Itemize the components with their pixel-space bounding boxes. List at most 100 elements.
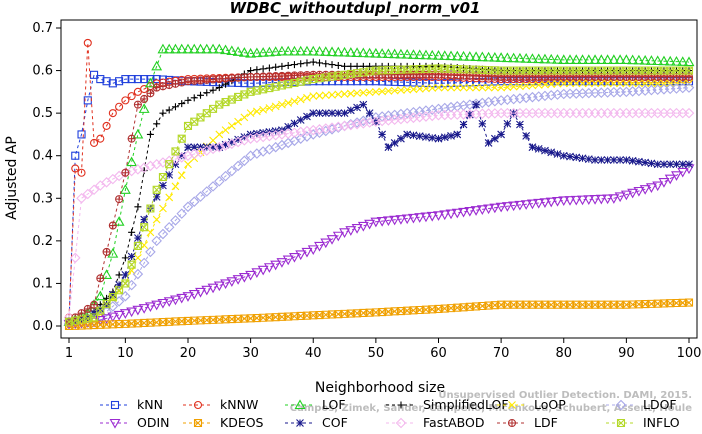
data-point: [263, 263, 275, 273]
data-point: [107, 248, 119, 258]
data-point: [591, 79, 599, 88]
data-point: [357, 221, 369, 232]
data-point: [514, 52, 526, 63]
data-point: [422, 84, 430, 93]
data-point: [660, 160, 668, 169]
data-point: [589, 54, 601, 64]
data-point: [428, 84, 437, 92]
data-point: [83, 304, 92, 314]
x-tick-label: 50: [368, 346, 385, 361]
data-point: [472, 83, 480, 92]
data-point: [157, 228, 169, 240]
data-point: [132, 128, 144, 139]
data-point: [207, 283, 219, 294]
data-point: [170, 43, 181, 54]
y-tick-label: 0.2: [32, 234, 53, 249]
data-point: [364, 219, 376, 230]
data-point: [497, 83, 506, 92]
data-point: [134, 234, 142, 242]
data-point: [163, 43, 175, 54]
data-point: [616, 156, 624, 164]
data-point: [440, 79, 449, 88]
data-point: [257, 265, 269, 276]
data-point: [138, 103, 150, 113]
legend-label: ODIN: [137, 415, 170, 430]
data-point: [334, 61, 342, 69]
data-point: [508, 52, 520, 63]
data-point: [214, 175, 225, 187]
data-point: [370, 47, 382, 58]
data-point: [195, 43, 206, 54]
data-point: [489, 51, 501, 62]
data-point: [278, 100, 286, 109]
data-point: [664, 174, 676, 185]
data-point: [345, 226, 357, 236]
data-point: [289, 45, 300, 56]
data-point: [220, 140, 231, 151]
data-point: [90, 309, 98, 318]
data-point: [215, 130, 224, 139]
data-point: [209, 86, 217, 94]
data-point: [595, 54, 607, 64]
data-point: [451, 50, 463, 61]
data-point: [132, 164, 144, 175]
data-point: [526, 53, 538, 63]
data-point: [501, 52, 513, 63]
legend-item: FastABOD: [386, 415, 485, 430]
data-point: [163, 297, 175, 307]
data-point: [602, 54, 614, 64]
data-point: [628, 156, 637, 165]
data-point: [658, 55, 670, 66]
data-point: [401, 214, 413, 225]
data-point: [102, 121, 111, 130]
data-point: [447, 131, 455, 140]
data-point: [347, 62, 355, 70]
data-point: [552, 197, 563, 207]
data-point: [445, 209, 457, 220]
data-point: [553, 79, 562, 88]
y-tick-label: 0.7: [32, 21, 53, 36]
legend-swatch-marker: [508, 401, 516, 409]
data-point: [126, 307, 138, 318]
data-point: [382, 216, 394, 227]
data-point: [570, 54, 582, 64]
data-point: [401, 48, 413, 59]
data-point: [126, 165, 137, 177]
data-point: [146, 204, 155, 213]
data-point: [483, 51, 495, 62]
data-point: [459, 83, 468, 92]
data-point: [207, 143, 219, 155]
data-point: [301, 45, 313, 56]
x-tick-label: 60: [430, 346, 447, 361]
data-point: [90, 138, 99, 147]
data-point: [366, 62, 374, 70]
data-point: [246, 109, 255, 118]
legend-swatch-marker: [294, 399, 306, 410]
data-point: [616, 79, 624, 88]
data-point: [390, 139, 399, 147]
data-point: [490, 134, 499, 143]
legend-swatch-marker: [296, 419, 304, 427]
data-point: [334, 109, 343, 118]
x-tick-label: 40: [305, 346, 322, 361]
data-point: [232, 275, 244, 285]
data-point: [501, 202, 513, 212]
series-inflo: [64, 64, 694, 326]
data-point: [133, 75, 142, 84]
data-point: [635, 157, 643, 166]
data-point: [245, 270, 257, 281]
data-point: [296, 116, 305, 124]
data-point: [578, 154, 587, 163]
data-point: [635, 79, 643, 88]
data-point: [534, 145, 543, 153]
data-point: [102, 77, 111, 86]
data-point: [83, 313, 92, 322]
data-point: [620, 54, 632, 64]
data-point: [234, 117, 242, 126]
data-point: [270, 260, 282, 271]
data-point: [395, 215, 407, 225]
y-axis: 0.0 0.1 0.2 0.3 0.4 0.5 0.6 0.7: [32, 21, 61, 334]
data-point: [339, 228, 350, 238]
data-point: [321, 109, 330, 118]
data-point: [201, 186, 213, 197]
